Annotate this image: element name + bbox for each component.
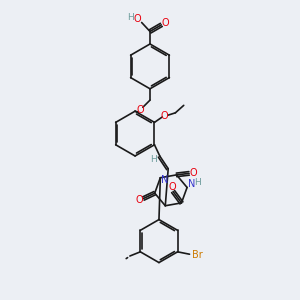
Text: N: N [161, 175, 168, 185]
Text: O: O [189, 168, 197, 178]
Text: Br: Br [192, 250, 203, 260]
Text: O: O [161, 18, 169, 28]
Text: O: O [169, 182, 176, 192]
Text: O: O [136, 105, 144, 115]
Text: H: H [194, 178, 201, 187]
Text: N: N [188, 179, 196, 189]
Text: O: O [160, 111, 168, 121]
Text: H: H [127, 13, 134, 22]
Text: O: O [134, 14, 142, 24]
Text: H: H [150, 155, 157, 164]
Text: O: O [135, 195, 143, 205]
